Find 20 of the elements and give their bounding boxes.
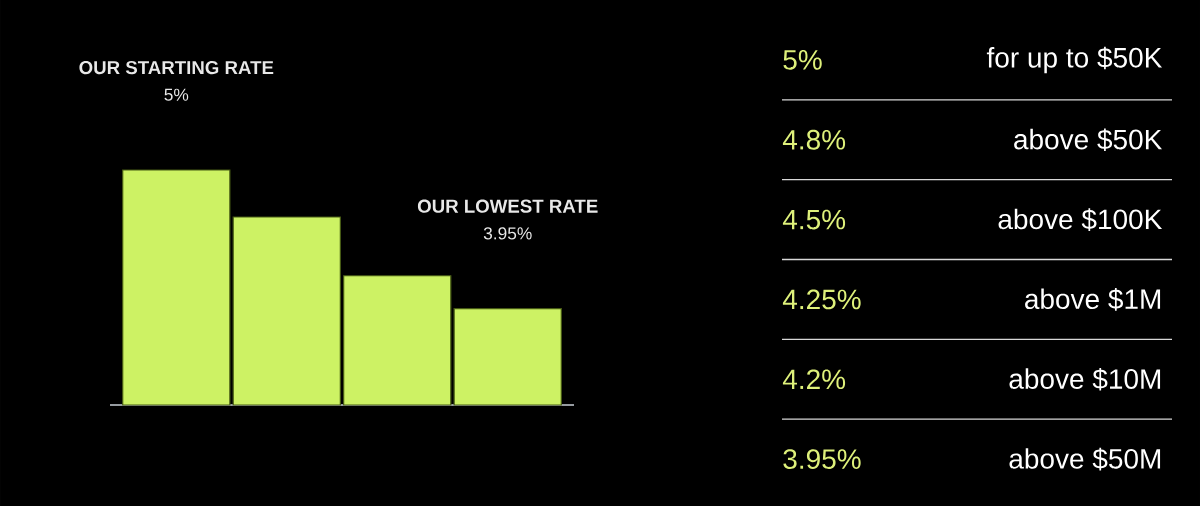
annotation: OUR LOWEST RATE (417, 199, 598, 213)
data-label: 4.8% (782, 129, 846, 150)
bar (122, 169, 231, 406)
data-label: 4.25% (782, 289, 861, 310)
text: OUR STARTING RATE (79, 60, 274, 75)
category-label: above $50K (1014, 128, 1163, 152)
text: 5% (164, 88, 189, 101)
bar (453, 308, 562, 406)
category-label: above $1M (1025, 288, 1161, 311)
data-label: 5% (783, 50, 822, 70)
category-label: for up to $50K (986, 46, 1163, 74)
bar (232, 216, 341, 406)
annotation: 3.95% (483, 227, 532, 240)
data-label: 4.5% (782, 209, 846, 230)
category-label: above $100K (998, 208, 1163, 231)
category-label: above $50M (1009, 447, 1161, 471)
bar (343, 275, 452, 406)
data-label: 4.2% (782, 369, 846, 390)
category-label: above $10M (1009, 367, 1161, 391)
data-label: 3.95% (783, 449, 861, 469)
